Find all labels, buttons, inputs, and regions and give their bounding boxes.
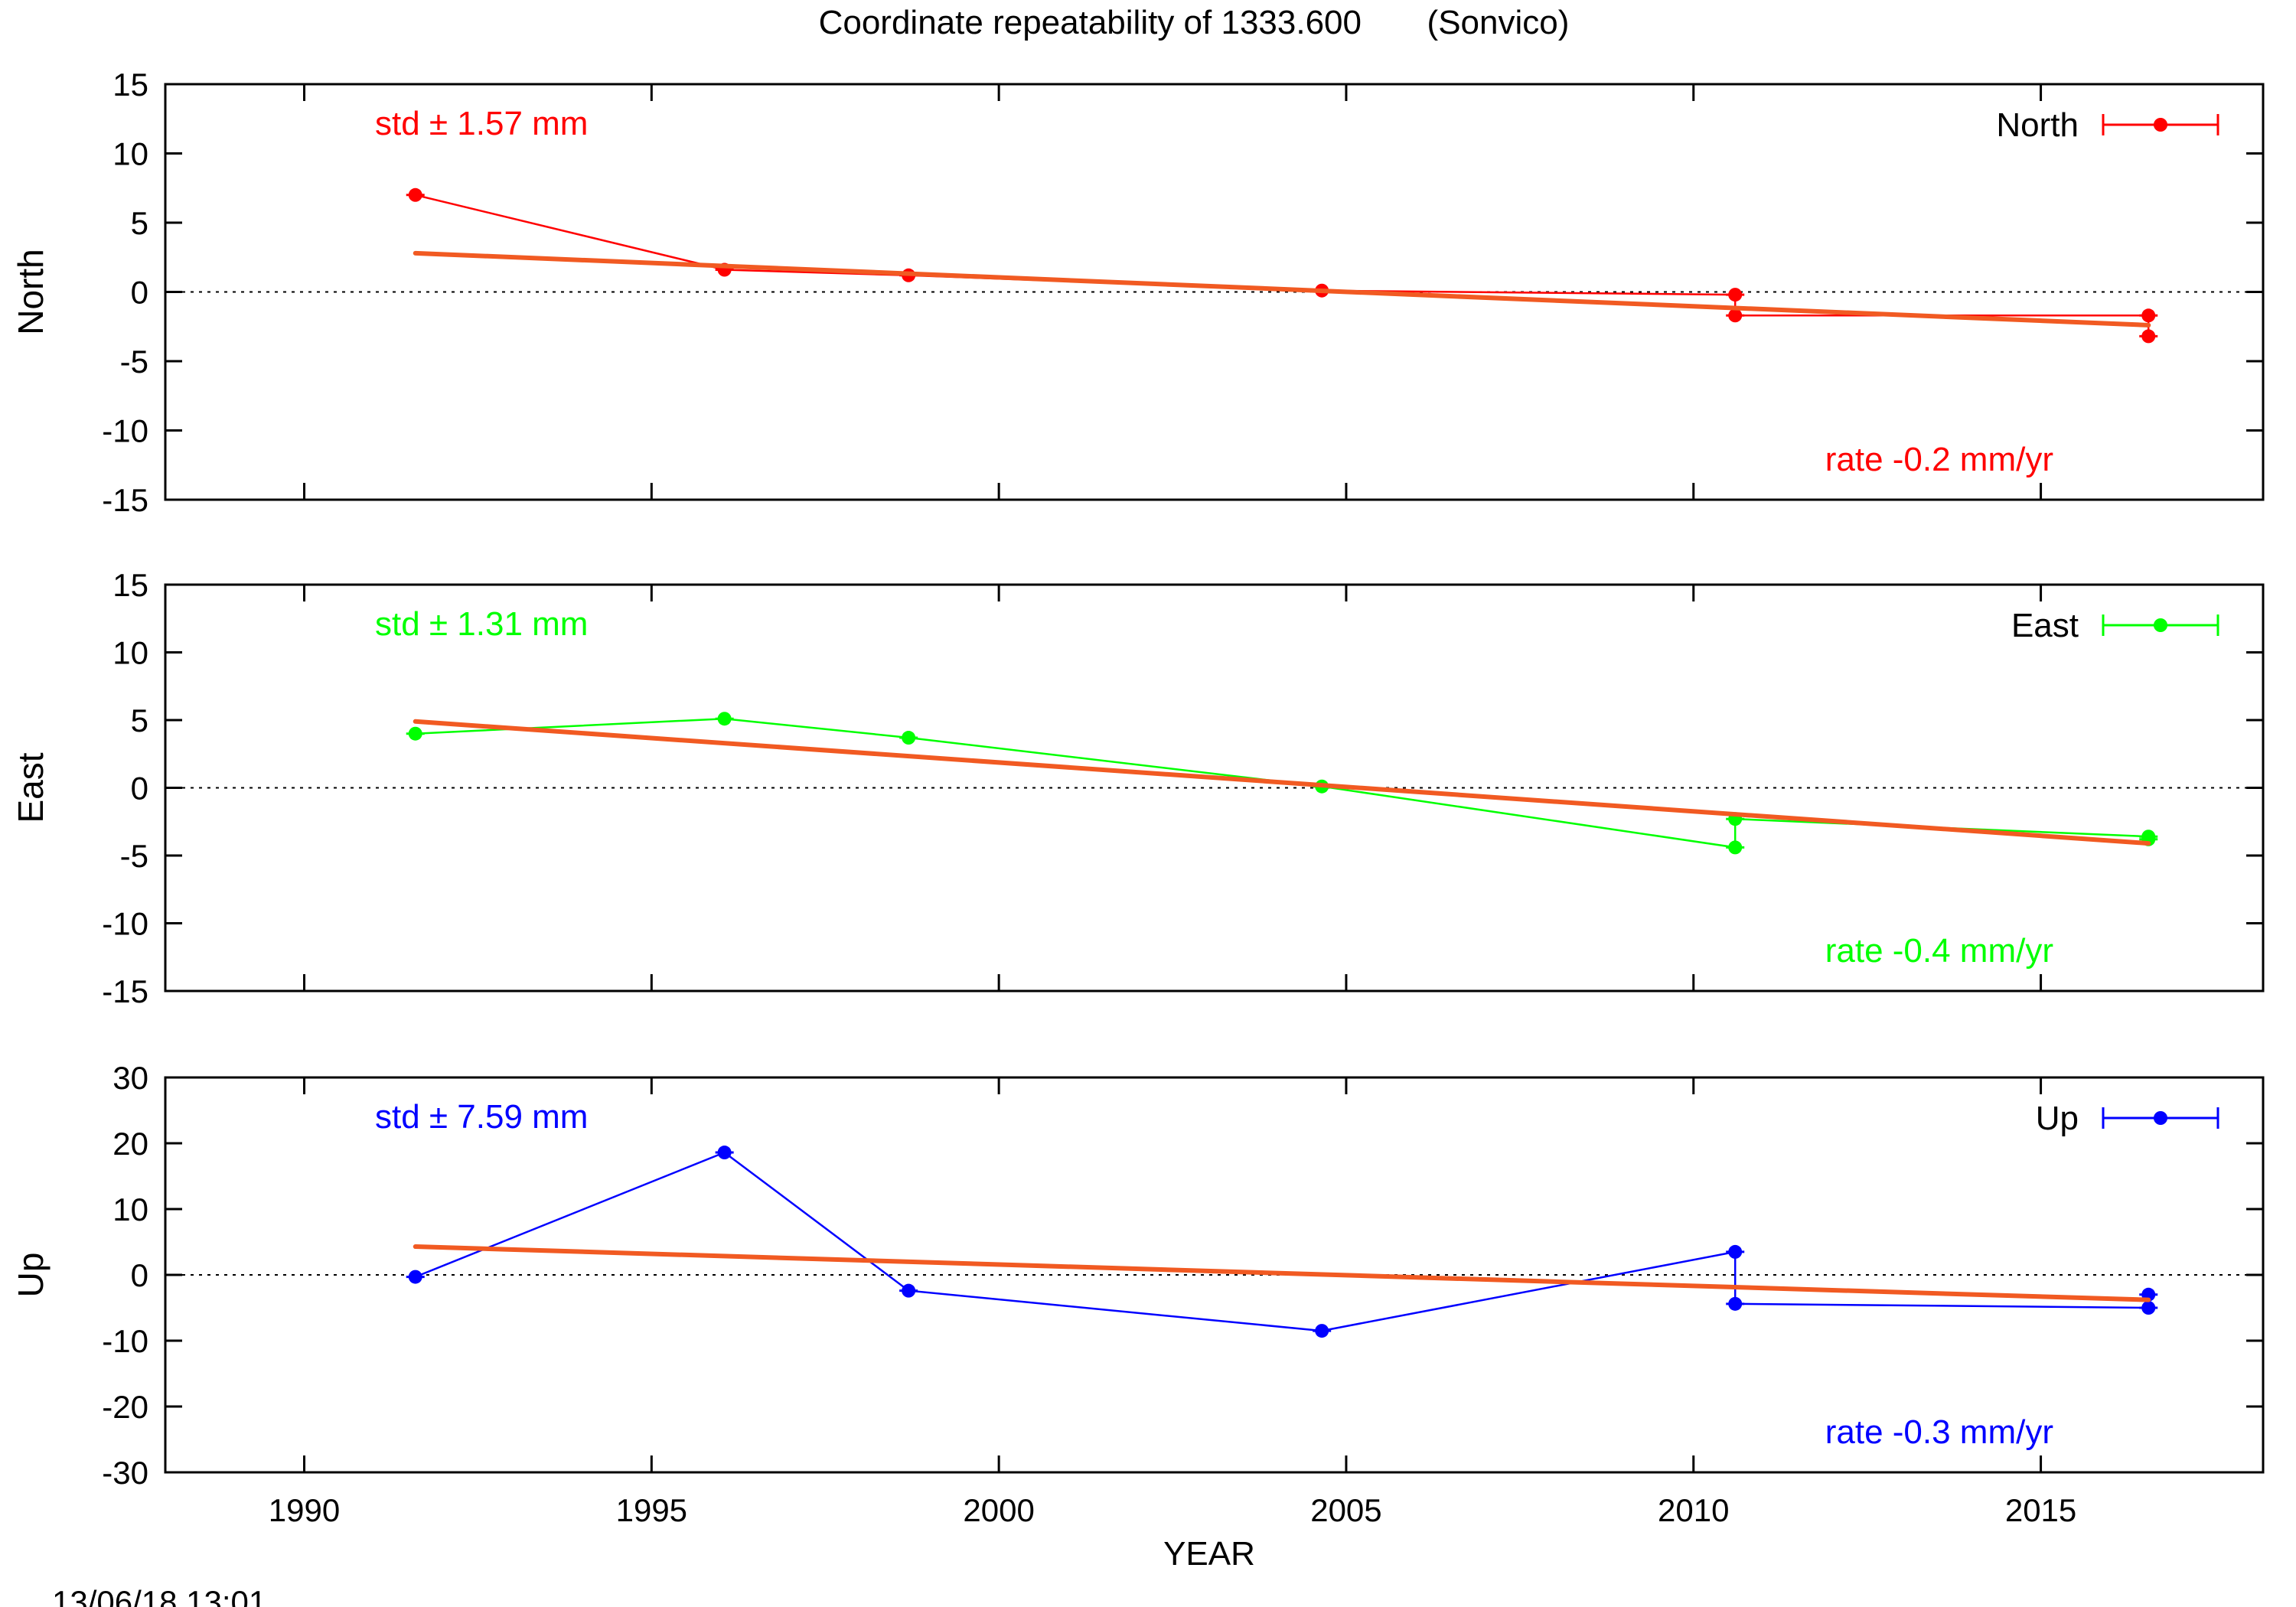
north-legend-label: North <box>1996 106 2079 144</box>
up-fit-line <box>413 1244 2151 1302</box>
east-data-point <box>1728 840 1743 855</box>
north-fit-line <box>413 250 2151 328</box>
up-data-point <box>1728 1244 1743 1259</box>
north-data-point <box>1728 308 1743 323</box>
east-y-axis-label: East <box>11 752 51 823</box>
up-legend-label: Up <box>2036 1100 2079 1137</box>
up-std-label: std ± 7.59 mm <box>375 1098 588 1136</box>
east-y-tick-label: -15 <box>102 973 148 1009</box>
up-y-tick-label: 0 <box>131 1257 148 1293</box>
x-tick-label: 1990 <box>269 1492 340 1528</box>
east-y-tick-label: 10 <box>113 635 148 671</box>
north-y-tick-label: 5 <box>131 205 148 241</box>
x-tick-label: 2015 <box>2005 1492 2076 1528</box>
north-data-point <box>2141 308 2156 323</box>
north-y-tick-label: -10 <box>102 413 148 449</box>
east-y-tick-label: 0 <box>131 771 148 807</box>
panel-north: 15 10 5 0 -5 -10 -15 North std ± 1.57 mm rate -0.… <box>11 67 2265 518</box>
north-series-line <box>415 194 2150 337</box>
north-data-point <box>408 187 422 202</box>
up-data-point <box>408 1270 422 1284</box>
east-data-point <box>717 712 732 726</box>
north-data-point <box>2141 329 2156 344</box>
north-y-tick-label: -5 <box>120 344 148 380</box>
panel-east: 15 10 5 0 -5 -10 -15 East std ± 1.31 mm rate -0.4… <box>11 567 2265 1009</box>
north-y-tick-label: 15 <box>113 67 148 103</box>
north-plot-frame <box>164 83 2265 501</box>
up-data-point <box>902 1283 916 1298</box>
east-data-point <box>902 731 916 745</box>
up-y-tick-label: 30 <box>113 1060 148 1096</box>
x-tick-label: 2000 <box>963 1492 1034 1528</box>
up-y-tick-label: -30 <box>102 1455 148 1491</box>
east-legend-marker <box>2154 618 2167 632</box>
up-data-point <box>1728 1296 1743 1311</box>
north-y-axis-label: North <box>11 249 51 334</box>
north-data-point <box>1728 288 1743 302</box>
timestamp: 13/06/18 13:01 <box>52 1584 266 1607</box>
panel-up: 30 20 10 0 -10 -20 -30 Up std ± 7.59 mm rate -0.3… <box>11 1060 2265 1491</box>
x-axis: 1990 1995 2000 2005 2010 2015 <box>269 1492 2076 1528</box>
up-y-axis-label: Up <box>11 1253 51 1298</box>
east-y-tick-label: 15 <box>113 567 148 603</box>
x-tick-label: 2005 <box>1310 1492 1381 1528</box>
up-y-tick-label: -10 <box>102 1323 148 1359</box>
east-fit-line <box>413 719 2151 846</box>
up-data-point <box>717 1146 732 1160</box>
east-rate-label: rate -0.4 mm/yr <box>1825 932 2053 970</box>
north-legend-marker <box>2154 118 2167 132</box>
up-legend-marker <box>2154 1111 2167 1125</box>
up-rate-label: rate -0.3 mm/yr <box>1825 1413 2053 1451</box>
figure-title: Coordinate repeatability of 1333.600 (So… <box>819 4 1570 41</box>
north-y-tick-label: 10 <box>113 136 148 172</box>
east-plot-frame <box>164 583 2265 993</box>
north-y-tick-label: -15 <box>102 482 148 518</box>
east-legend-label: East <box>2011 607 2079 644</box>
east-y-tick-label: -5 <box>120 838 148 874</box>
east-series-line <box>415 717 2150 849</box>
x-tick-label: 1995 <box>616 1492 687 1528</box>
up-y-tick-label: -20 <box>102 1389 148 1425</box>
east-std-label: std ± 1.31 mm <box>375 605 588 643</box>
up-y-tick-label: 10 <box>113 1191 148 1227</box>
north-std-label: std ± 1.57 mm <box>375 105 588 142</box>
up-y-tick-label: 20 <box>113 1126 148 1162</box>
panels: 15 10 5 0 -5 -10 -15 North std ± 1.57 mm rate -0.… <box>11 67 2265 1491</box>
east-data-point <box>408 726 422 741</box>
x-axis-label: YEAR <box>1163 1535 1255 1573</box>
north-y-tick-label: 0 <box>131 275 148 311</box>
up-data-point <box>2141 1301 2156 1315</box>
east-y-tick-label: -10 <box>102 906 148 942</box>
x-tick-label: 2010 <box>1658 1492 1729 1528</box>
east-y-tick-label: 5 <box>131 702 148 738</box>
up-data-point <box>1315 1324 1329 1338</box>
up-series-line <box>415 1151 2150 1332</box>
north-rate-label: rate -0.2 mm/yr <box>1825 441 2053 478</box>
